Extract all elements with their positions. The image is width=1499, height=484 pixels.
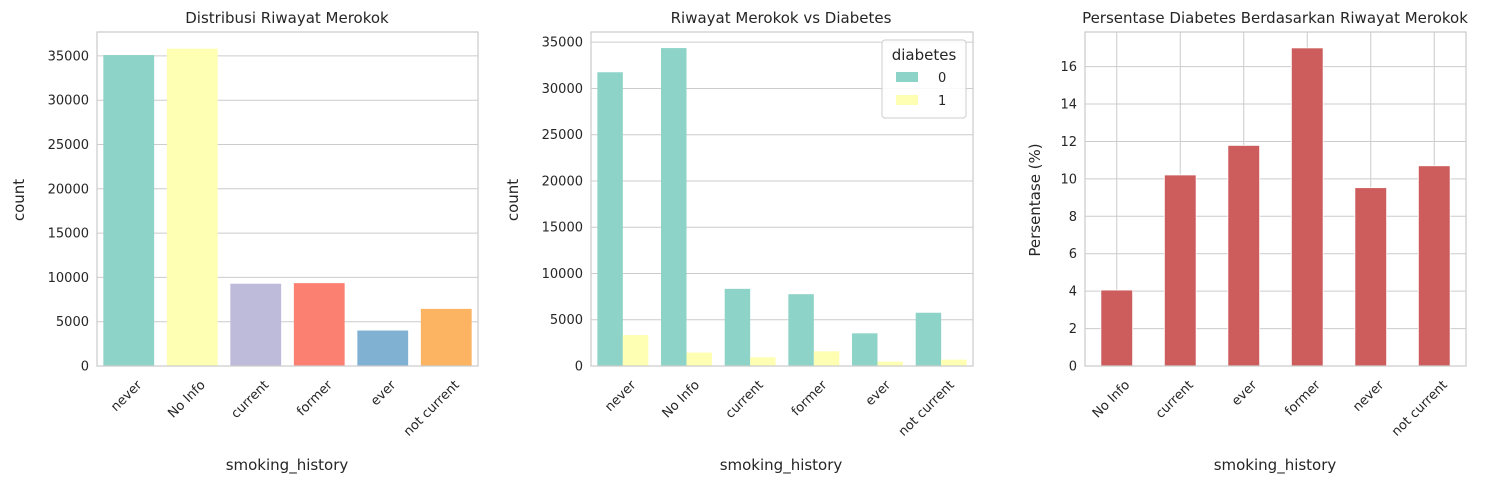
bar-never-diabetes-0 xyxy=(597,72,623,366)
y-tick-label: 14 xyxy=(1060,98,1077,113)
bar-not-current xyxy=(420,308,472,366)
y-tick-label: 10000 xyxy=(542,267,583,282)
bar-current xyxy=(1163,174,1197,367)
x-tick-label-current: current xyxy=(1153,378,1197,422)
x-tick-label-no-info: No Info xyxy=(1090,378,1133,421)
x-tick-label-no-info: No Info xyxy=(165,378,208,421)
legend-title: diabetes xyxy=(892,46,957,64)
diabetes-percentage-chart: Persentase Diabetes Berdasarkan Riwayat … xyxy=(1026,9,1468,475)
y-axis-label: Persentase (%) xyxy=(1026,143,1044,256)
bar-ever xyxy=(357,330,409,366)
x-tick-label-ever: ever xyxy=(1229,377,1261,409)
legend-label-1: 1 xyxy=(938,94,946,109)
y-tick-label: 25000 xyxy=(48,138,89,153)
x-tick-label-current: current xyxy=(723,378,767,422)
bar-current xyxy=(230,283,282,366)
bar-current-diabetes-0 xyxy=(724,288,751,366)
x-tick-label-ever: ever xyxy=(368,377,400,409)
x-tick-label-former: former xyxy=(1282,377,1324,419)
bar-not-current xyxy=(1417,165,1451,367)
bar-no-info-diabetes-1 xyxy=(686,352,712,366)
x-axis-label: smoking_history xyxy=(720,456,843,475)
y-tick-label: 15000 xyxy=(542,221,583,236)
x-tick-label-not-current: not current xyxy=(401,378,463,440)
y-tick-label: 30000 xyxy=(48,94,89,109)
y-tick-label: 0 xyxy=(1069,360,1077,375)
x-tick-label-former: former xyxy=(294,377,336,419)
legend-swatch-0 xyxy=(896,72,918,82)
y-tick-label: 35000 xyxy=(48,49,89,64)
bar-never xyxy=(103,55,155,366)
plot-frame xyxy=(590,31,974,367)
bar-never-diabetes-1 xyxy=(622,335,649,366)
x-tick-label-current: current xyxy=(228,378,272,422)
y-tick-label: 2 xyxy=(1069,322,1077,337)
bar-not-current-diabetes-1 xyxy=(941,359,967,366)
bar-former-diabetes-0 xyxy=(788,294,814,366)
x-axis-label: smoking_history xyxy=(1214,456,1337,475)
x-tick-label-no-info: No Info xyxy=(660,378,703,421)
x-tick-label-never: never xyxy=(108,377,145,414)
y-axis-label: count xyxy=(10,179,28,221)
y-tick-label: 15000 xyxy=(48,227,89,242)
y-tick-label: 10 xyxy=(1060,172,1077,187)
y-tick-label: 5000 xyxy=(56,315,89,330)
y-tick-label: 0 xyxy=(81,360,89,375)
legend: diabetes 0 1 xyxy=(881,39,967,119)
bar-never xyxy=(1354,187,1388,367)
bar-ever-diabetes-0 xyxy=(852,333,878,366)
legend-swatch-1 xyxy=(896,95,918,105)
bar-not-current-diabetes-0 xyxy=(915,312,942,366)
x-tick-label-not-current: not current xyxy=(1389,378,1451,440)
x-tick-label-never: never xyxy=(602,377,639,414)
bar-former-diabetes-1 xyxy=(813,351,840,366)
plot-frame xyxy=(1084,31,1467,367)
x-tick-label-former: former xyxy=(789,377,831,419)
count-by-smoking-history-chart: Distribusi Riwayat Merokok smoking_histo… xyxy=(10,9,479,475)
y-tick-label: 0 xyxy=(575,360,583,375)
bar-ever-diabetes-1 xyxy=(877,361,903,366)
y-tick-label: 16 xyxy=(1060,60,1077,75)
y-tick-label: 12 xyxy=(1060,135,1077,150)
y-tick-label: 4 xyxy=(1069,285,1077,300)
bar-no-info-diabetes-0 xyxy=(661,48,687,367)
x-tick-label-never: never xyxy=(1350,377,1387,414)
bar-no-info xyxy=(166,48,218,367)
y-tick-label: 30000 xyxy=(542,82,583,97)
bar-ever xyxy=(1227,144,1261,367)
y-tick-label: 8 xyxy=(1069,210,1077,225)
bar-former xyxy=(293,283,345,366)
bar-no-info xyxy=(1100,289,1134,367)
y-tick-label: 20000 xyxy=(48,182,89,197)
y-tick-label: 35000 xyxy=(542,36,583,51)
chart-title: Distribusi Riwayat Merokok xyxy=(185,9,389,27)
plot-frame xyxy=(96,31,479,367)
bar-former xyxy=(1290,47,1324,367)
y-tick-label: 6 xyxy=(1069,247,1077,262)
x-tick-label-not-current: not current xyxy=(896,378,958,440)
x-tick-label-ever: ever xyxy=(863,377,895,409)
y-tick-label: 20000 xyxy=(542,174,583,189)
bar-current-diabetes-1 xyxy=(750,357,776,366)
y-axis-label: count xyxy=(504,179,522,221)
chart-title: Riwayat Merokok vs Diabetes xyxy=(671,9,892,27)
x-axis-label: smoking_history xyxy=(226,456,349,475)
y-tick-label: 10000 xyxy=(48,271,89,286)
legend-label-0: 0 xyxy=(938,71,946,86)
chart-title: Persentase Diabetes Berdasarkan Riwayat … xyxy=(1082,9,1468,27)
y-tick-label: 25000 xyxy=(542,128,583,143)
y-tick-label: 5000 xyxy=(550,313,583,328)
smoking-vs-diabetes-chart: Riwayat Merokok vs Diabetes smoking_hist… xyxy=(504,9,974,475)
